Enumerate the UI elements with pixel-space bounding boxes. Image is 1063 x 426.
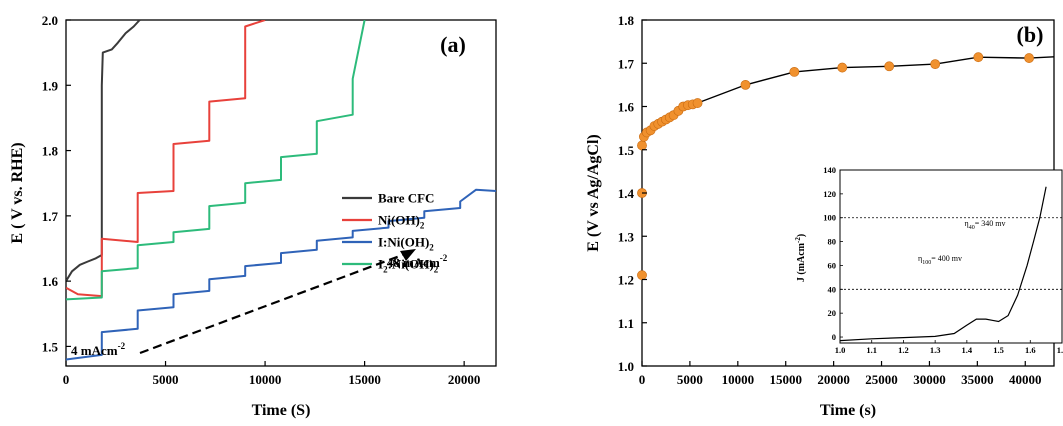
y-tick-label-b: 1.7 bbox=[618, 56, 635, 71]
series-line-2 bbox=[66, 188, 496, 361]
x-tick-label-a: 0 bbox=[63, 372, 70, 387]
y-tick-label-a: 1.6 bbox=[42, 274, 59, 289]
inset-annotation-eta40: η40= 340 mv bbox=[965, 219, 1006, 231]
inset-x-tick-label: 1.5 bbox=[993, 345, 1004, 355]
y-tick-label-b: 1.3 bbox=[618, 229, 635, 244]
inset-y-tick-label: 20 bbox=[828, 308, 837, 318]
x-tick-label-b: 5000 bbox=[677, 372, 703, 387]
inset-x-tick-label: 1.1 bbox=[866, 345, 877, 355]
panel-label-b: (b) bbox=[1017, 22, 1044, 47]
data-point bbox=[884, 61, 895, 72]
y-axis-label-a: E ( V vs. RHE) bbox=[9, 142, 26, 243]
inset-annotation-eta100: η100= 400 mv bbox=[918, 254, 962, 266]
data-point bbox=[692, 98, 703, 108]
chart-panel-a: 0 5000 10000 15000 20000 1.51.61.71.81.92.0 … bbox=[9, 13, 497, 419]
x-tick-label-b: 15000 bbox=[769, 372, 802, 387]
inset-y-tick-label: 40 bbox=[828, 284, 837, 294]
data-point bbox=[637, 270, 647, 281]
inset-chart: 1.0 1.1 1.2 1.3 1.4 1.5 1.6 1.7 0 20 40 60 80 100 120… bbox=[794, 165, 1063, 355]
data-point bbox=[973, 52, 984, 63]
y-tick-label-b: 1.8 bbox=[618, 13, 635, 28]
y-tick-label-a: 1.7 bbox=[42, 209, 59, 224]
data-point bbox=[740, 79, 751, 90]
inset-x-tick-label: 1.7 bbox=[1057, 345, 1063, 355]
data-point bbox=[637, 140, 647, 151]
inset-y-tick-label: 140 bbox=[823, 165, 836, 175]
annotation-start: 4 mAcm-2 bbox=[71, 341, 126, 358]
x-axis-label-a: Time (S) bbox=[252, 402, 311, 419]
chart-panel-b: 0 5000 10000 15000 20000 25000 30000 35000 40000… bbox=[585, 13, 1063, 419]
y-tick-label-a: 1.5 bbox=[42, 339, 59, 354]
inset-y-axis-label: J (mAcm-2) bbox=[794, 234, 807, 282]
data-point bbox=[789, 67, 800, 77]
series-line-1 bbox=[66, 20, 266, 298]
annotation-end: 48 mAcm-2 bbox=[387, 253, 448, 270]
y-tick-label-b: 1.4 bbox=[618, 186, 635, 201]
inset-y-tick-label: 120 bbox=[823, 189, 836, 199]
legend-label: Ni(OH)2 bbox=[378, 213, 425, 231]
x-tick-label-a: 5000 bbox=[153, 372, 179, 387]
plot-frame-a bbox=[65, 19, 497, 367]
y-tick-label-b: 1.6 bbox=[618, 100, 635, 115]
inset-series-line bbox=[839, 186, 1047, 342]
x-tick-label-b: 30000 bbox=[913, 372, 946, 387]
x-tick-label-b: 35000 bbox=[961, 372, 994, 387]
y-tick-label-b: 1.2 bbox=[618, 273, 634, 288]
y-tick-label-b: 1.0 bbox=[618, 359, 634, 374]
x-tick-label-b: 0 bbox=[639, 372, 646, 387]
inset-x-tick-label: 1.4 bbox=[962, 345, 973, 355]
y-tick-label-b: 1.5 bbox=[618, 143, 635, 158]
inset-y-tick-label: 0 bbox=[832, 332, 836, 342]
inset-x-tick-label: 1.3 bbox=[930, 345, 941, 355]
x-tick-label-b: 25000 bbox=[865, 372, 898, 387]
data-point bbox=[930, 59, 941, 70]
x-tick-label-a: 20000 bbox=[448, 372, 481, 387]
data-point bbox=[1024, 53, 1034, 63]
panel-label-a: (a) bbox=[440, 32, 466, 57]
inset-y-tick-label: 80 bbox=[828, 237, 837, 247]
y-axis-label-b: E (V vs Ag/AgCl) bbox=[585, 134, 602, 252]
inset-x-tick-label: 1.0 bbox=[835, 345, 846, 355]
inset-y-tick-label: 100 bbox=[823, 213, 836, 223]
series-line-0 bbox=[66, 20, 141, 282]
trend-arrowhead bbox=[400, 249, 416, 261]
y-tick-label-b: 1.1 bbox=[618, 316, 634, 331]
x-axis-label-b: Time (s) bbox=[820, 402, 876, 419]
trend-line-b bbox=[641, 56, 1055, 146]
y-tick-label-a: 2.0 bbox=[42, 13, 58, 28]
x-tick-label-b: 20000 bbox=[817, 372, 850, 387]
x-tick-label-b: 10000 bbox=[722, 372, 755, 387]
series-line-3 bbox=[66, 20, 366, 301]
x-tick-label-a: 15000 bbox=[348, 372, 381, 387]
y-tick-label-a: 1.8 bbox=[42, 144, 59, 159]
inset-frame bbox=[839, 169, 1063, 344]
x-tick-label-a: 10000 bbox=[249, 372, 282, 387]
inset-x-tick-label: 1.2 bbox=[898, 345, 909, 355]
legend-label: I:Ni(OH)2 bbox=[378, 235, 434, 253]
inset-x-tick-label: 1.6 bbox=[1025, 345, 1036, 355]
x-tick-label-b: 40000 bbox=[1009, 372, 1042, 387]
inset-y-tick-label: 60 bbox=[828, 260, 837, 270]
data-point bbox=[837, 62, 848, 73]
legend-label: Bare CFC bbox=[378, 191, 434, 206]
trend-arrow bbox=[139, 252, 406, 355]
y-tick-label-a: 1.9 bbox=[42, 78, 59, 93]
